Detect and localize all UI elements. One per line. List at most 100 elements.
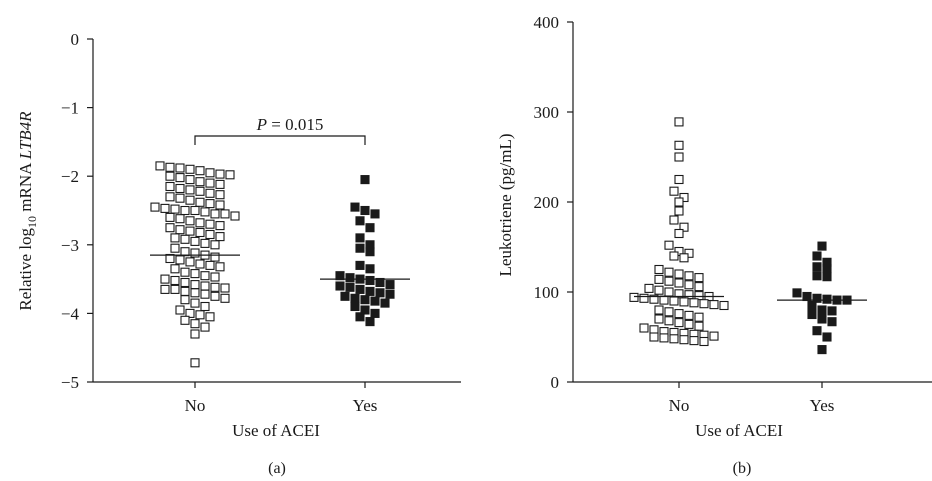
data-point — [827, 306, 837, 316]
y-tick-label: −1 — [61, 99, 79, 118]
data-point — [664, 240, 674, 250]
panel-a-points — [150, 161, 395, 368]
panel-a-y-axis-title: Relative log10 mRNA LTB4R — [16, 111, 39, 311]
data-point — [365, 264, 375, 274]
data-point — [210, 240, 220, 250]
data-point — [639, 293, 649, 303]
data-point — [694, 321, 704, 331]
data-point — [195, 166, 205, 176]
data-point — [375, 288, 385, 298]
data-point — [694, 273, 704, 283]
data-point — [180, 247, 190, 257]
data-point — [365, 275, 375, 286]
data-point — [175, 305, 185, 315]
data-point — [669, 215, 679, 225]
data-point — [205, 312, 215, 322]
data-point — [827, 317, 837, 327]
data-point — [350, 202, 360, 212]
data-point — [165, 212, 175, 222]
data-point — [165, 253, 175, 264]
p-value-annotation: P = 0.015 — [256, 115, 324, 134]
data-point — [674, 269, 684, 279]
data-point — [180, 267, 190, 277]
data-point — [180, 295, 190, 305]
data-point — [365, 317, 375, 327]
data-point — [190, 358, 200, 368]
data-point — [345, 273, 355, 283]
data-point — [709, 331, 719, 341]
data-point — [812, 326, 822, 336]
y-title-subscript: 10 — [25, 216, 39, 228]
data-point — [340, 291, 350, 301]
data-point — [200, 271, 210, 281]
data-point — [360, 175, 370, 185]
data-point — [190, 248, 200, 258]
panel-a-y-ticks: 0 −1 −2 −3 −4 −5 — [61, 30, 93, 392]
data-point — [215, 262, 225, 272]
data-point — [649, 294, 659, 304]
data-point — [659, 333, 669, 343]
data-point — [190, 280, 200, 290]
data-point — [175, 163, 185, 173]
data-point — [674, 206, 684, 216]
data-point — [205, 260, 215, 270]
data-point — [385, 280, 395, 290]
data-point — [669, 296, 679, 306]
data-point — [345, 282, 355, 292]
data-point — [355, 284, 365, 294]
data-point — [200, 289, 210, 299]
data-point — [205, 229, 215, 240]
data-point — [370, 209, 380, 219]
data-point — [822, 332, 832, 342]
data-point — [210, 282, 220, 292]
panel-a: 0 −1 −2 −3 −4 −5 No Yes P = 0.015 Relative log… — [16, 30, 461, 477]
data-point — [210, 252, 220, 262]
data-point — [190, 288, 200, 298]
data-point — [215, 200, 225, 210]
data-point — [160, 284, 170, 294]
data-point — [185, 195, 195, 205]
data-point — [185, 257, 195, 267]
panel-a-x-axis-title: Use of ACEI — [232, 421, 320, 440]
data-point — [220, 209, 230, 219]
panel-b-medians — [634, 295, 867, 301]
data-point — [822, 264, 832, 274]
data-point — [165, 181, 175, 192]
data-point — [355, 260, 365, 270]
data-point — [150, 202, 160, 212]
data-point — [365, 286, 375, 296]
data-point — [190, 298, 200, 308]
data-point — [812, 293, 822, 303]
data-point — [674, 318, 684, 328]
data-point — [674, 140, 684, 150]
data-point — [175, 183, 185, 194]
data-point — [699, 299, 709, 309]
y-tick-label: 200 — [534, 193, 560, 212]
panel-b-y-ticks: 0 100 200 300 400 — [534, 13, 573, 392]
data-point — [659, 295, 669, 305]
data-point — [185, 216, 195, 226]
panel-a-label: (a) — [268, 460, 286, 477]
data-point — [185, 164, 195, 174]
panel-a-axes — [92, 39, 461, 383]
data-point — [195, 259, 205, 269]
data-point — [175, 214, 185, 224]
data-point — [200, 322, 210, 332]
data-point — [175, 193, 185, 203]
data-point — [674, 228, 684, 239]
data-point — [679, 335, 689, 345]
y-tick-label: 100 — [534, 283, 560, 302]
panel-b-label: (b) — [733, 460, 752, 477]
data-point — [807, 309, 817, 320]
p-value-text: = 0.015 — [267, 115, 323, 134]
data-point — [694, 291, 704, 301]
data-point — [355, 243, 365, 253]
data-point — [190, 205, 200, 216]
data-point — [654, 314, 664, 324]
significance-bracket — [194, 135, 366, 145]
data-point — [355, 233, 365, 243]
data-point — [180, 234, 190, 244]
data-point — [719, 300, 729, 311]
